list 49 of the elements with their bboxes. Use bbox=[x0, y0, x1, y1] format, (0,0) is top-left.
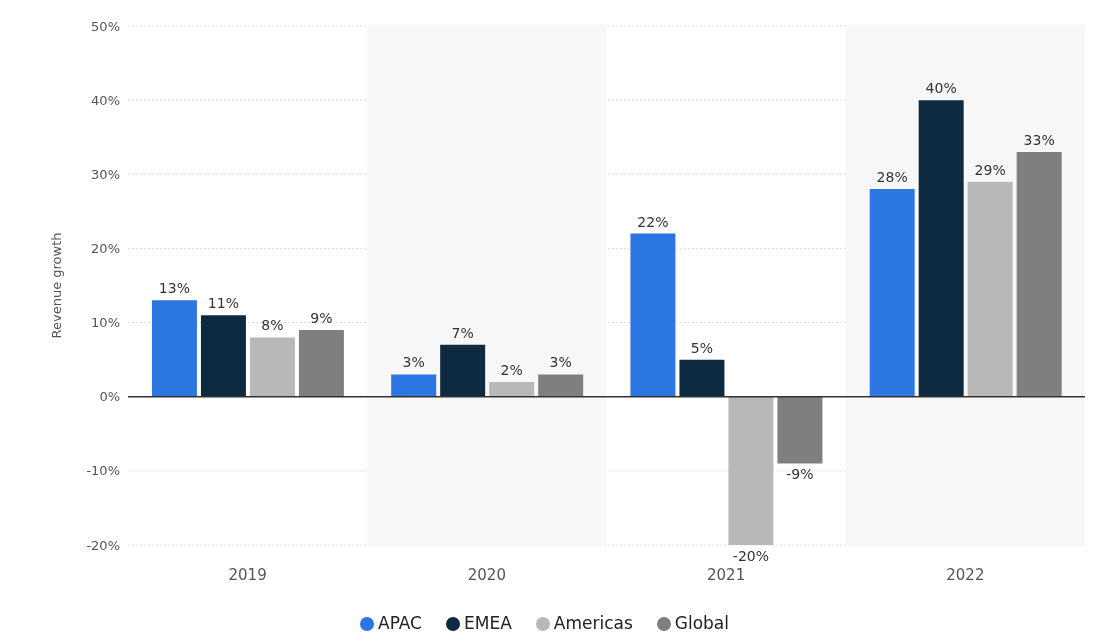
y-tick-label: 20% bbox=[91, 241, 120, 257]
data-label: 11% bbox=[207, 295, 239, 312]
bar bbox=[728, 396, 774, 545]
x-tick-label: 2020 bbox=[467, 565, 506, 584]
data-label: 33% bbox=[1023, 132, 1055, 149]
y-axis-title: Revenue growth bbox=[48, 232, 64, 339]
bar bbox=[538, 374, 584, 397]
y-tick-label: 10% bbox=[91, 315, 120, 331]
data-label: 2% bbox=[500, 361, 523, 378]
x-tick-label: 2019 bbox=[228, 565, 267, 584]
x-tick-label: 2021 bbox=[707, 565, 746, 584]
bar bbox=[967, 181, 1013, 397]
bar bbox=[489, 381, 535, 397]
y-tick-label: -20% bbox=[86, 537, 120, 553]
y-tick-label: 30% bbox=[91, 166, 120, 182]
data-label: 28% bbox=[876, 169, 908, 186]
y-tick-label: -10% bbox=[86, 463, 120, 479]
bar bbox=[200, 315, 246, 397]
data-label: 13% bbox=[158, 280, 190, 297]
bar bbox=[151, 300, 197, 397]
bar bbox=[869, 189, 915, 397]
y-tick-label: 50% bbox=[91, 18, 120, 34]
bar bbox=[679, 359, 725, 397]
legend-label: Americas bbox=[553, 613, 633, 633]
y-tick-label: 0% bbox=[99, 389, 120, 405]
bar bbox=[1016, 152, 1062, 397]
data-label: 8% bbox=[261, 317, 284, 334]
data-label: 7% bbox=[451, 324, 474, 341]
bar bbox=[440, 344, 486, 397]
bar bbox=[918, 100, 964, 397]
bar bbox=[630, 233, 676, 397]
data-label: 3% bbox=[549, 354, 572, 371]
bar bbox=[777, 396, 823, 464]
data-label: 5% bbox=[690, 339, 714, 356]
data-label: 3% bbox=[402, 354, 425, 371]
data-label: 9% bbox=[310, 309, 333, 326]
bar bbox=[391, 374, 437, 397]
data-label: 22% bbox=[637, 213, 669, 230]
legend-label: EMEA bbox=[464, 613, 512, 633]
bar bbox=[298, 329, 344, 397]
x-tick-label: 2022 bbox=[946, 565, 985, 584]
data-label: 40% bbox=[925, 80, 957, 97]
bar bbox=[249, 337, 295, 397]
legend-label: APAC bbox=[378, 613, 422, 633]
legend-label: Global bbox=[674, 613, 729, 633]
data-label: 29% bbox=[974, 161, 1006, 178]
y-tick-label: 40% bbox=[91, 92, 120, 108]
data-label: -9% bbox=[786, 466, 814, 483]
data-label: -20% bbox=[732, 548, 770, 564]
